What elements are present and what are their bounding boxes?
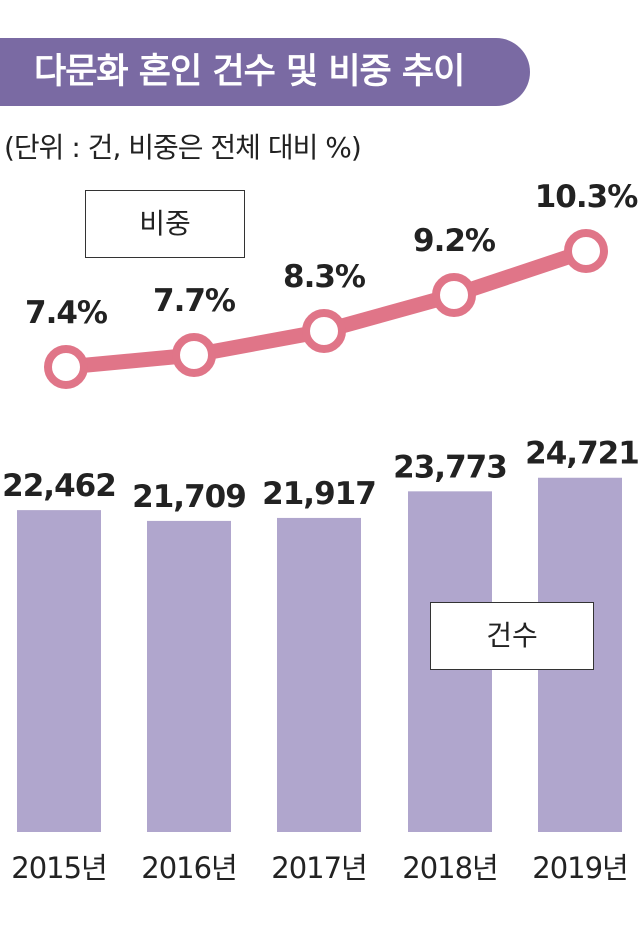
x-tick-label: 2019년 (532, 851, 627, 885)
bar-value-label: 21,709 (132, 479, 246, 515)
rate-value-label: 10.3% (535, 179, 638, 215)
bar-2016년 (147, 520, 231, 832)
bar-value-label: 22,462 (2, 468, 116, 504)
chart-title: 다문화 혼인 건수 및 비중 추이 (34, 52, 465, 92)
legend-count-label: 건수 (430, 602, 594, 670)
bar-2015년 (17, 510, 101, 832)
rate-point (564, 229, 608, 273)
bar-2017년 (277, 517, 361, 832)
x-tick-label: 2017년 (271, 851, 366, 885)
rate-point (302, 309, 346, 353)
bar-value-label: 23,773 (393, 449, 507, 485)
bar-value-label: 24,721 (525, 436, 639, 472)
rate-point (172, 333, 216, 377)
rate-value-label: 9.2% (413, 223, 496, 259)
title-banner: 다문화 혼인 건수 및 비중 추이 (0, 38, 530, 106)
legend-rate-label: 비중 (85, 190, 245, 258)
unit-note: (단위 : 건, 비중은 전체 대비 %) (4, 131, 362, 164)
rate-point (432, 273, 476, 317)
rate-value-label: 8.3% (283, 259, 366, 295)
x-tick-label: 2018년 (402, 851, 497, 885)
rate-point (44, 345, 88, 389)
rate-value-label: 7.4% (25, 295, 108, 331)
rate-value-label: 7.7% (153, 283, 236, 319)
x-tick-label: 2015년 (11, 851, 106, 885)
x-tick-label: 2016년 (141, 851, 236, 885)
bar-value-label: 21,917 (262, 476, 376, 512)
